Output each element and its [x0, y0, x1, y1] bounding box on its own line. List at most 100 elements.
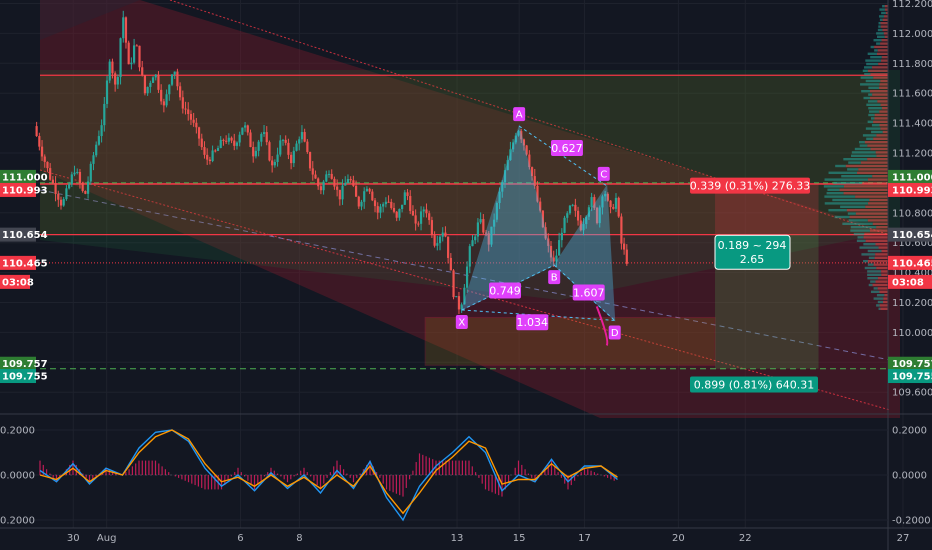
candle-body	[506, 160, 509, 171]
time-tick-label: 15	[513, 533, 526, 544]
candle-body	[132, 45, 136, 63]
candle-body	[92, 155, 95, 164]
candle-body	[346, 178, 350, 184]
candle-body	[57, 194, 60, 200]
pattern-point-d[interactable]	[608, 325, 621, 340]
candle-body	[308, 152, 312, 169]
candle-body	[379, 206, 382, 213]
volume-bar-up	[877, 300, 883, 304]
pattern-point-b[interactable]	[548, 270, 561, 285]
candle-body	[127, 42, 130, 65]
candle-body	[187, 109, 190, 115]
candle-body	[154, 74, 157, 78]
countdown-tag	[888, 274, 932, 289]
volume-bar-up	[841, 175, 873, 178]
volume-bar-down	[867, 144, 888, 147]
candle-body	[625, 249, 628, 264]
candle-body	[430, 220, 433, 236]
candle-body	[376, 206, 379, 213]
candle-body	[265, 132, 268, 143]
candle-body	[181, 97, 184, 109]
demand-box[interactable]	[424, 316, 716, 366]
candle-body	[95, 144, 98, 156]
volume-bar-up	[824, 202, 868, 205]
time-axis[interactable]: 30Aug6813151720222729	[67, 533, 932, 544]
volume-bar-up	[847, 168, 859, 171]
volume-bar-down	[865, 205, 888, 208]
volume-bar-up	[878, 22, 881, 25]
volume-bar-down	[876, 226, 888, 229]
candle-body	[601, 196, 604, 208]
volume-bar-down	[880, 307, 888, 310]
candle-body	[314, 174, 317, 179]
volume-bar-up	[833, 181, 863, 185]
candle-body	[230, 137, 233, 141]
candle-body	[149, 82, 152, 87]
svg-text:109.755: 109.755	[892, 372, 932, 383]
pattern-point-x[interactable]	[455, 314, 468, 329]
volume-bar-up	[867, 273, 882, 276]
pattern-point-label: A	[516, 110, 523, 121]
candle-body	[512, 142, 515, 150]
candle-body	[484, 232, 488, 234]
volume-bar-up	[864, 73, 871, 76]
volume-bar-down	[881, 270, 888, 273]
zones	[40, 74, 888, 370]
candle-body	[338, 189, 341, 200]
candle-body	[530, 167, 534, 177]
candle-body	[119, 38, 122, 78]
volume-bar-down	[884, 8, 888, 11]
candle-body	[422, 209, 425, 212]
candle-body	[214, 150, 217, 152]
volume-bar-up	[848, 161, 861, 164]
price-tag-left	[0, 227, 36, 242]
volume-bar-up	[879, 15, 885, 18]
volume-bar-down	[858, 168, 888, 171]
risk-reward-box[interactable]	[714, 234, 791, 270]
volume-bar-down	[849, 215, 888, 219]
candle-body	[417, 223, 420, 225]
candle-body	[587, 207, 591, 217]
pattern-line-xd	[461, 309, 615, 321]
svg-text:109.757: 109.757	[892, 359, 932, 370]
pattern-ratio-label: 0.627	[551, 142, 583, 155]
osc-tick-label-left: 0.2000	[0, 426, 35, 437]
volume-bar-up	[854, 147, 871, 151]
stop-label: 0.339 (0.31%) 276.33	[690, 180, 811, 193]
candle-body	[200, 138, 203, 148]
volume-bar-down	[872, 283, 888, 287]
candle-body	[568, 205, 572, 214]
candle-body	[520, 131, 523, 140]
volume-bar-down	[880, 22, 888, 25]
volume-bar-up	[876, 304, 880, 307]
volume-bar-down	[874, 45, 888, 49]
pattern-point-c[interactable]	[597, 166, 610, 181]
candle-body	[322, 181, 325, 191]
volume-bar-down	[876, 134, 888, 137]
volume-bar-up	[867, 270, 882, 273]
volume-bar-down	[843, 192, 888, 195]
candle-body	[257, 141, 260, 151]
price-tick-label: 110.600	[892, 238, 932, 249]
candle-body	[549, 245, 553, 258]
candle-body	[539, 201, 542, 211]
pattern-point-a[interactable]	[513, 107, 526, 122]
volume-bar-up	[824, 178, 869, 181]
candle-body	[563, 217, 566, 233]
candle-body	[111, 61, 114, 74]
candle-body	[319, 186, 322, 191]
volume-bar-down	[855, 195, 888, 198]
candle-body	[254, 150, 258, 157]
oscillator-axis[interactable]: 0.2000 0.2000 0.0000 0.0000 -0.2000 -0.2000	[0, 426, 931, 527]
candle-body	[449, 257, 452, 271]
volume-bar-down	[877, 100, 888, 103]
target-label-box	[690, 376, 818, 393]
price-tick-label: 109.600	[892, 388, 932, 399]
candle-body	[503, 170, 507, 183]
volume-bar-up	[861, 90, 870, 93]
volume-bar-down	[881, 107, 888, 110]
position-tool[interactable]: 0.339 (0.31%) 276.33 0.899 (0.81%) 640.31…	[690, 177, 819, 393]
candle-body	[514, 135, 517, 143]
volume-bar-down	[884, 294, 888, 297]
